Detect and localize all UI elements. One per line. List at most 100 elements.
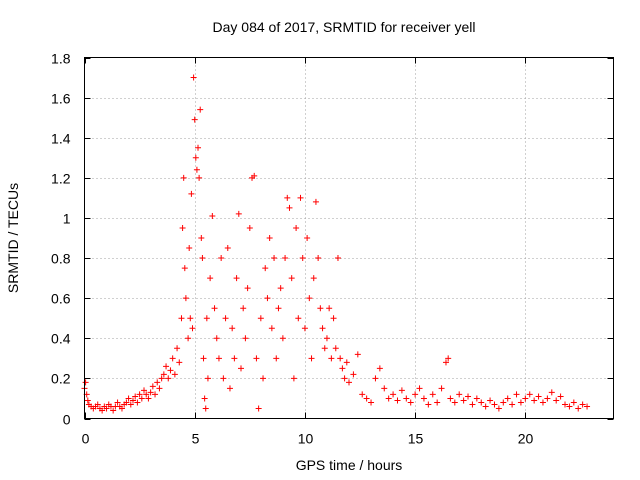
data-point xyxy=(158,375,165,382)
data-point xyxy=(407,399,414,406)
data-point xyxy=(299,255,306,262)
data-point xyxy=(562,401,569,408)
data-point xyxy=(308,355,315,362)
data-point xyxy=(186,245,193,252)
data-point xyxy=(262,265,269,272)
data-point xyxy=(233,275,240,282)
data-point xyxy=(152,391,159,398)
data-point xyxy=(517,399,524,406)
data-point xyxy=(509,401,516,408)
chart-title: Day 084 of 2017, SRMTID for receiver yel… xyxy=(213,19,476,35)
x-tick-label: 5 xyxy=(192,431,200,447)
y-tick-label: 0.8 xyxy=(51,251,71,267)
data-point xyxy=(288,275,295,282)
y-tick-label: 0 xyxy=(63,412,71,428)
data-point xyxy=(460,397,467,404)
data-point xyxy=(160,371,167,378)
data-point xyxy=(171,371,178,378)
data-point xyxy=(149,383,156,390)
data-point xyxy=(469,401,476,408)
x-tick-label: 0 xyxy=(82,431,90,447)
data-point xyxy=(123,399,130,406)
data-point xyxy=(491,401,498,408)
plot-border xyxy=(84,57,614,419)
data-point xyxy=(295,315,302,322)
data-point xyxy=(240,305,247,312)
data-point xyxy=(403,395,410,402)
data-point xyxy=(246,224,253,231)
data-point xyxy=(207,275,214,282)
data-point xyxy=(495,405,502,412)
data-point xyxy=(222,315,229,322)
data-point xyxy=(103,405,110,412)
data-point xyxy=(434,399,441,406)
data-point xyxy=(264,295,271,302)
data-point xyxy=(500,399,507,406)
data-point xyxy=(312,198,319,205)
data-point xyxy=(398,387,405,394)
data-point xyxy=(195,144,202,151)
data-point xyxy=(279,335,286,342)
data-point xyxy=(110,407,117,414)
data-point xyxy=(242,335,249,342)
data-point xyxy=(114,399,121,406)
data-point xyxy=(156,385,163,392)
data-point xyxy=(190,74,197,81)
y-tick-label: 0.2 xyxy=(51,371,71,387)
data-point xyxy=(229,325,236,332)
x-tick-label: 10 xyxy=(298,431,314,447)
data-point xyxy=(181,265,188,272)
x-tick-label: 20 xyxy=(518,431,534,447)
data-point xyxy=(244,285,251,292)
y-tick-label: 1.2 xyxy=(51,171,71,187)
data-point xyxy=(180,174,187,181)
data-point xyxy=(211,305,218,312)
data-point xyxy=(346,379,352,386)
data-point xyxy=(94,401,101,408)
data-point xyxy=(226,385,233,392)
data-point xyxy=(535,393,542,400)
data-point xyxy=(425,401,432,408)
data-point xyxy=(478,399,485,406)
data-point xyxy=(82,379,89,386)
data-point xyxy=(260,375,267,382)
data-point xyxy=(557,393,564,400)
data-point xyxy=(372,375,379,382)
data-point xyxy=(319,325,326,332)
data-point xyxy=(321,345,328,352)
data-point xyxy=(420,395,427,402)
data-point xyxy=(445,355,452,362)
data-point xyxy=(136,391,143,398)
data-point xyxy=(220,375,227,382)
y-tick-label: 1.6 xyxy=(51,91,71,107)
data-point xyxy=(198,235,205,241)
data-point xyxy=(315,255,322,262)
data-layer xyxy=(81,74,591,414)
data-point xyxy=(482,403,489,410)
data-point xyxy=(255,405,262,412)
data-point xyxy=(381,385,388,392)
data-point xyxy=(513,391,520,398)
data-point xyxy=(147,389,154,396)
data-point xyxy=(138,395,145,402)
data-point xyxy=(189,325,196,332)
grid-layer xyxy=(84,57,614,419)
data-point xyxy=(235,210,242,217)
data-point xyxy=(566,403,573,410)
data-point xyxy=(438,385,445,392)
data-point xyxy=(218,255,225,262)
data-point xyxy=(127,401,134,408)
data-point xyxy=(286,204,293,211)
x-axis-label: GPS time / hours xyxy=(296,457,403,473)
y-axis-label: SRMTID / TECUs xyxy=(5,183,21,293)
data-point xyxy=(143,391,150,398)
data-point xyxy=(277,285,284,292)
data-point xyxy=(328,355,335,362)
data-point xyxy=(191,116,198,123)
data-point xyxy=(429,391,436,398)
data-point xyxy=(456,391,463,398)
data-point xyxy=(99,407,106,414)
data-point xyxy=(544,395,551,402)
data-point xyxy=(204,375,211,382)
